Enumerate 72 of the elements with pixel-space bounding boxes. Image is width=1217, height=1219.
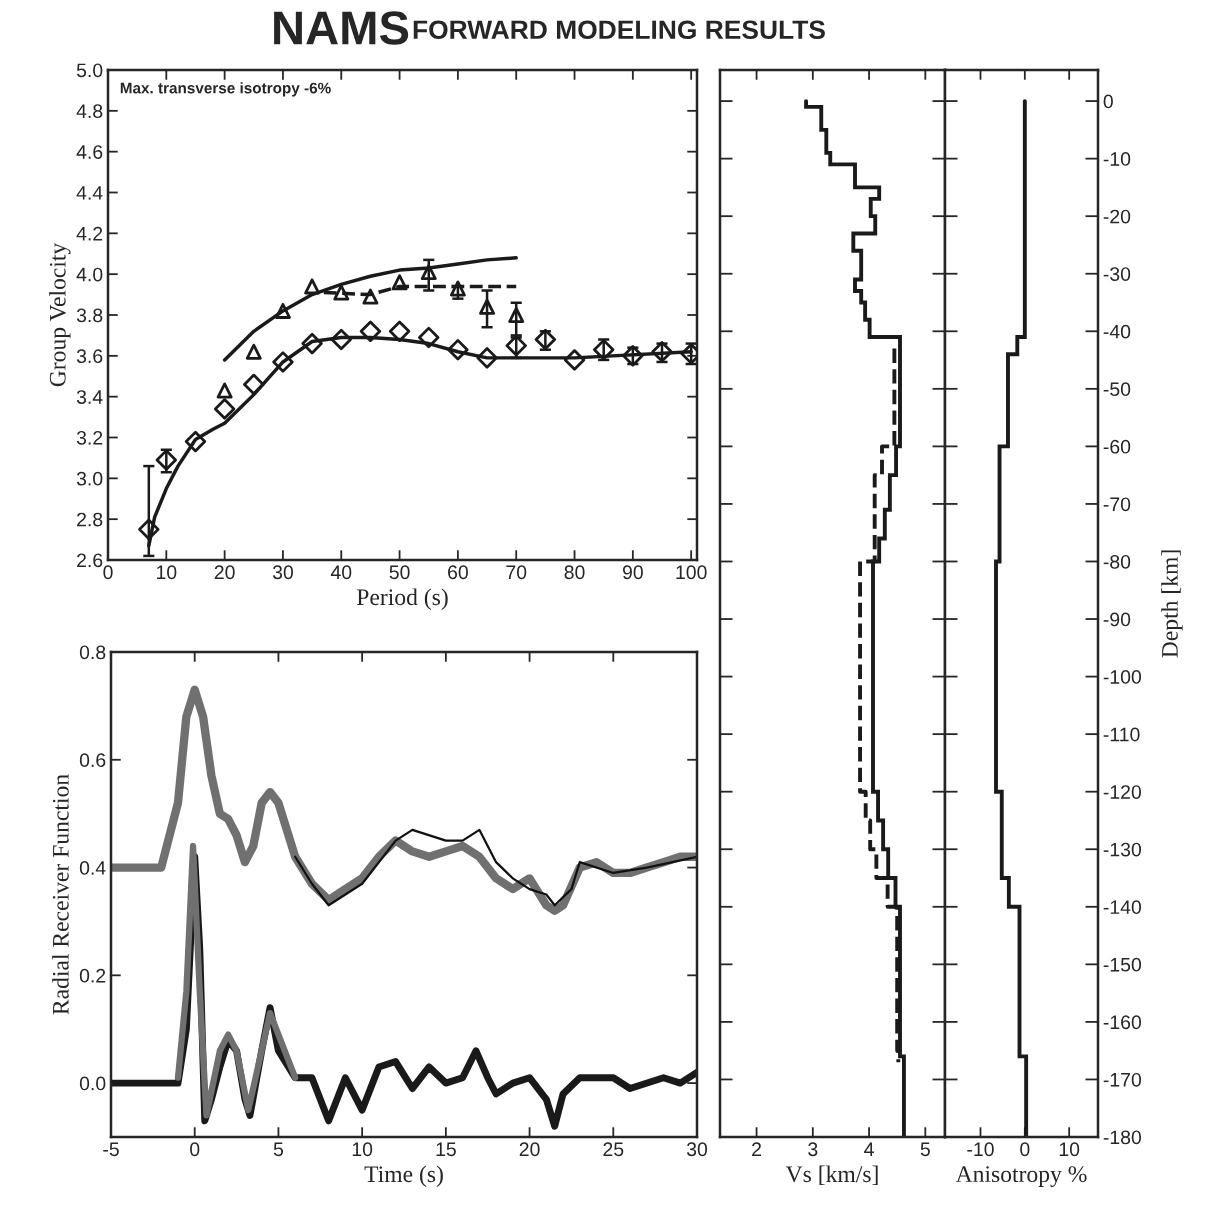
y-tick-label: 4.4 — [76, 186, 103, 200]
x-tick-label: 10 — [156, 565, 177, 580]
x-tick-label: 3 — [808, 1142, 818, 1157]
y-tick-label: -150 — [1103, 957, 1142, 972]
y-axis-title: Depth [km] — [1161, 550, 1183, 658]
x-tick-label: 20 — [214, 565, 235, 580]
x-tick-label: 4 — [864, 1142, 874, 1156]
x-tick-label: 20 — [519, 1142, 540, 1157]
annotation: Max. transverse isotropy -6% — [120, 82, 331, 97]
x-tick-label: 50 — [389, 565, 410, 580]
y-tick-label: 5.0 — [76, 63, 103, 78]
y-tick-label: 0.4 — [79, 861, 106, 875]
x-tick-label: 70 — [506, 565, 527, 580]
x-tick-label: 30 — [686, 1142, 708, 1157]
y-tick-label: -70 — [1103, 497, 1131, 512]
y-tick-label: 4.0 — [76, 267, 103, 282]
y-tick-label: -10 — [1103, 152, 1131, 166]
y-tick-label: 3.6 — [76, 349, 103, 364]
y-tick-label: 3.8 — [76, 308, 103, 323]
y-tick-label: 3.0 — [76, 471, 103, 486]
y-tick-label: -180 — [1103, 1130, 1142, 1145]
y-tick-label: -160 — [1103, 1015, 1142, 1030]
y-axis-title: Radial Receiver Function — [52, 774, 69, 1015]
x-tick-label: 40 — [330, 565, 352, 580]
y-tick-label: 0.6 — [79, 753, 106, 768]
y-tick-label: -30 — [1103, 267, 1131, 281]
x-tick-label: 90 — [622, 565, 643, 580]
y-tick-label: -120 — [1103, 785, 1142, 799]
y-tick-label: 0.8 — [79, 645, 106, 660]
x-tick-label: 25 — [603, 1142, 624, 1157]
y-tick-label: 0.0 — [79, 1076, 106, 1091]
x-tick-label: -10 — [967, 1142, 994, 1157]
y-tick-label: 0 — [1103, 94, 1113, 109]
x-axis-title: Anisotropy % — [955, 1166, 1087, 1187]
x-tick-label: 5 — [920, 1142, 930, 1157]
y-tick-label: 4.2 — [76, 226, 103, 241]
y-tick-label: -80 — [1103, 554, 1131, 569]
x-tick-label: 80 — [564, 565, 585, 580]
x-tick-label: 15 — [436, 1142, 456, 1157]
y-tick-label: -100 — [1103, 670, 1142, 684]
y-tick-label: -60 — [1103, 439, 1131, 454]
chart-subtitle: FORWARD MODELING RESULTS — [413, 20, 825, 40]
x-tick-label: 5 — [273, 1142, 284, 1157]
y-tick-label: 0.2 — [79, 968, 106, 983]
y-tick-label: -20 — [1103, 209, 1131, 224]
y-tick-label: 4.6 — [76, 145, 103, 159]
y-tick-label: 3.4 — [76, 390, 103, 404]
x-tick-label: 0 — [190, 1142, 200, 1157]
y-tick-label: 4.8 — [76, 104, 103, 119]
x-tick-label: 2 — [752, 1142, 761, 1156]
chart-title: NAMS — [274, 11, 409, 45]
y-tick-label: 3.2 — [76, 430, 103, 445]
x-axis-title: Time (s) — [364, 1165, 443, 1187]
y-tick-label: -50 — [1103, 382, 1131, 397]
y-tick-label: -170 — [1103, 1072, 1142, 1087]
x-tick-label: -5 — [103, 1142, 119, 1157]
y-tick-label: -40 — [1103, 324, 1131, 339]
y-tick-label: 2.6 — [77, 553, 103, 568]
x-tick-label: 10 — [1059, 1142, 1080, 1157]
y-axis-title: Group Velocity — [49, 242, 71, 387]
x-tick-label: 100 — [676, 565, 707, 580]
x-axis-title: Vs [km/s] — [785, 1165, 878, 1186]
x-tick-label: 0 — [1020, 1142, 1030, 1157]
y-tick-label: -110 — [1103, 727, 1140, 742]
y-tick-label: -90 — [1103, 612, 1131, 627]
y-tick-label: -130 — [1103, 842, 1142, 857]
x-axis-title: Period (s) — [356, 588, 448, 610]
x-tick-label: 30 — [272, 565, 294, 580]
x-tick-label: 60 — [448, 565, 468, 580]
y-tick-label: 2.8 — [77, 512, 103, 527]
y-tick-label: -140 — [1103, 900, 1142, 915]
x-tick-label: 10 — [352, 1142, 373, 1157]
